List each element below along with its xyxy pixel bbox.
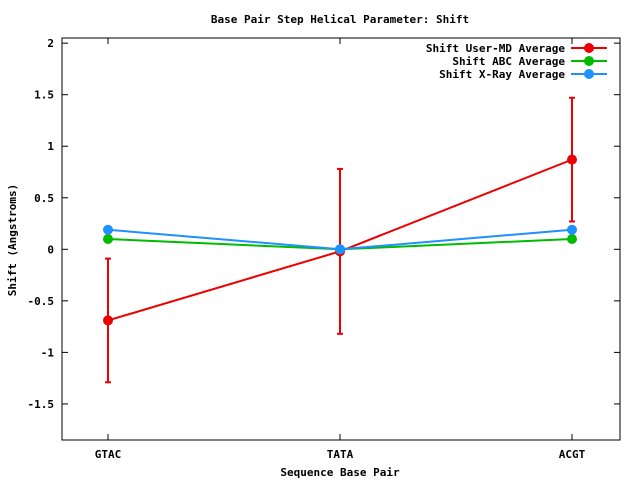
- x-tick-label: TATA: [327, 448, 354, 461]
- series: [103, 224, 577, 255]
- data-point: [103, 234, 113, 244]
- legend-swatch-marker: [584, 69, 594, 79]
- y-tick-label: 0.5: [34, 192, 54, 205]
- legend-swatch-marker: [584, 56, 594, 66]
- y-tick-label: 1: [47, 140, 54, 153]
- legend-swatch-marker: [584, 43, 594, 53]
- chart-title: Base Pair Step Helical Parameter: Shift: [211, 13, 469, 26]
- legend-label: Shift ABC Average: [452, 55, 565, 68]
- y-tick-label: 2: [47, 37, 54, 50]
- y-tick-label: -1: [41, 346, 55, 359]
- plot-area-frame: [61, 37, 621, 441]
- x-tick-label: ACGT: [559, 448, 586, 461]
- series: [103, 96, 577, 384]
- legend-label: Shift User-MD Average: [426, 42, 565, 55]
- y-tick-label: -0.5: [28, 295, 55, 308]
- x-axis: GTAC TATA ACGT: [95, 38, 586, 461]
- y-tick-label: 0: [47, 243, 54, 256]
- y-tick-label: -1.5: [28, 398, 55, 411]
- data-point: [103, 224, 113, 235]
- y-axis-label: Shift (Angstroms): [6, 184, 19, 297]
- series-layer: [103, 96, 577, 384]
- data-point: [567, 154, 577, 165]
- data-point: [335, 244, 345, 255]
- x-tick-label: GTAC: [95, 448, 122, 461]
- y-tick-label: 1.5: [34, 89, 54, 102]
- y-axis: 2 1.5 1 0.5 0 -0.5 -1 -1.5: [28, 37, 620, 411]
- legend-label: Shift X-Ray Average: [439, 68, 565, 81]
- data-point: [567, 234, 577, 244]
- data-point: [103, 315, 113, 326]
- x-axis-label: Sequence Base Pair: [280, 466, 400, 479]
- data-point: [567, 224, 577, 235]
